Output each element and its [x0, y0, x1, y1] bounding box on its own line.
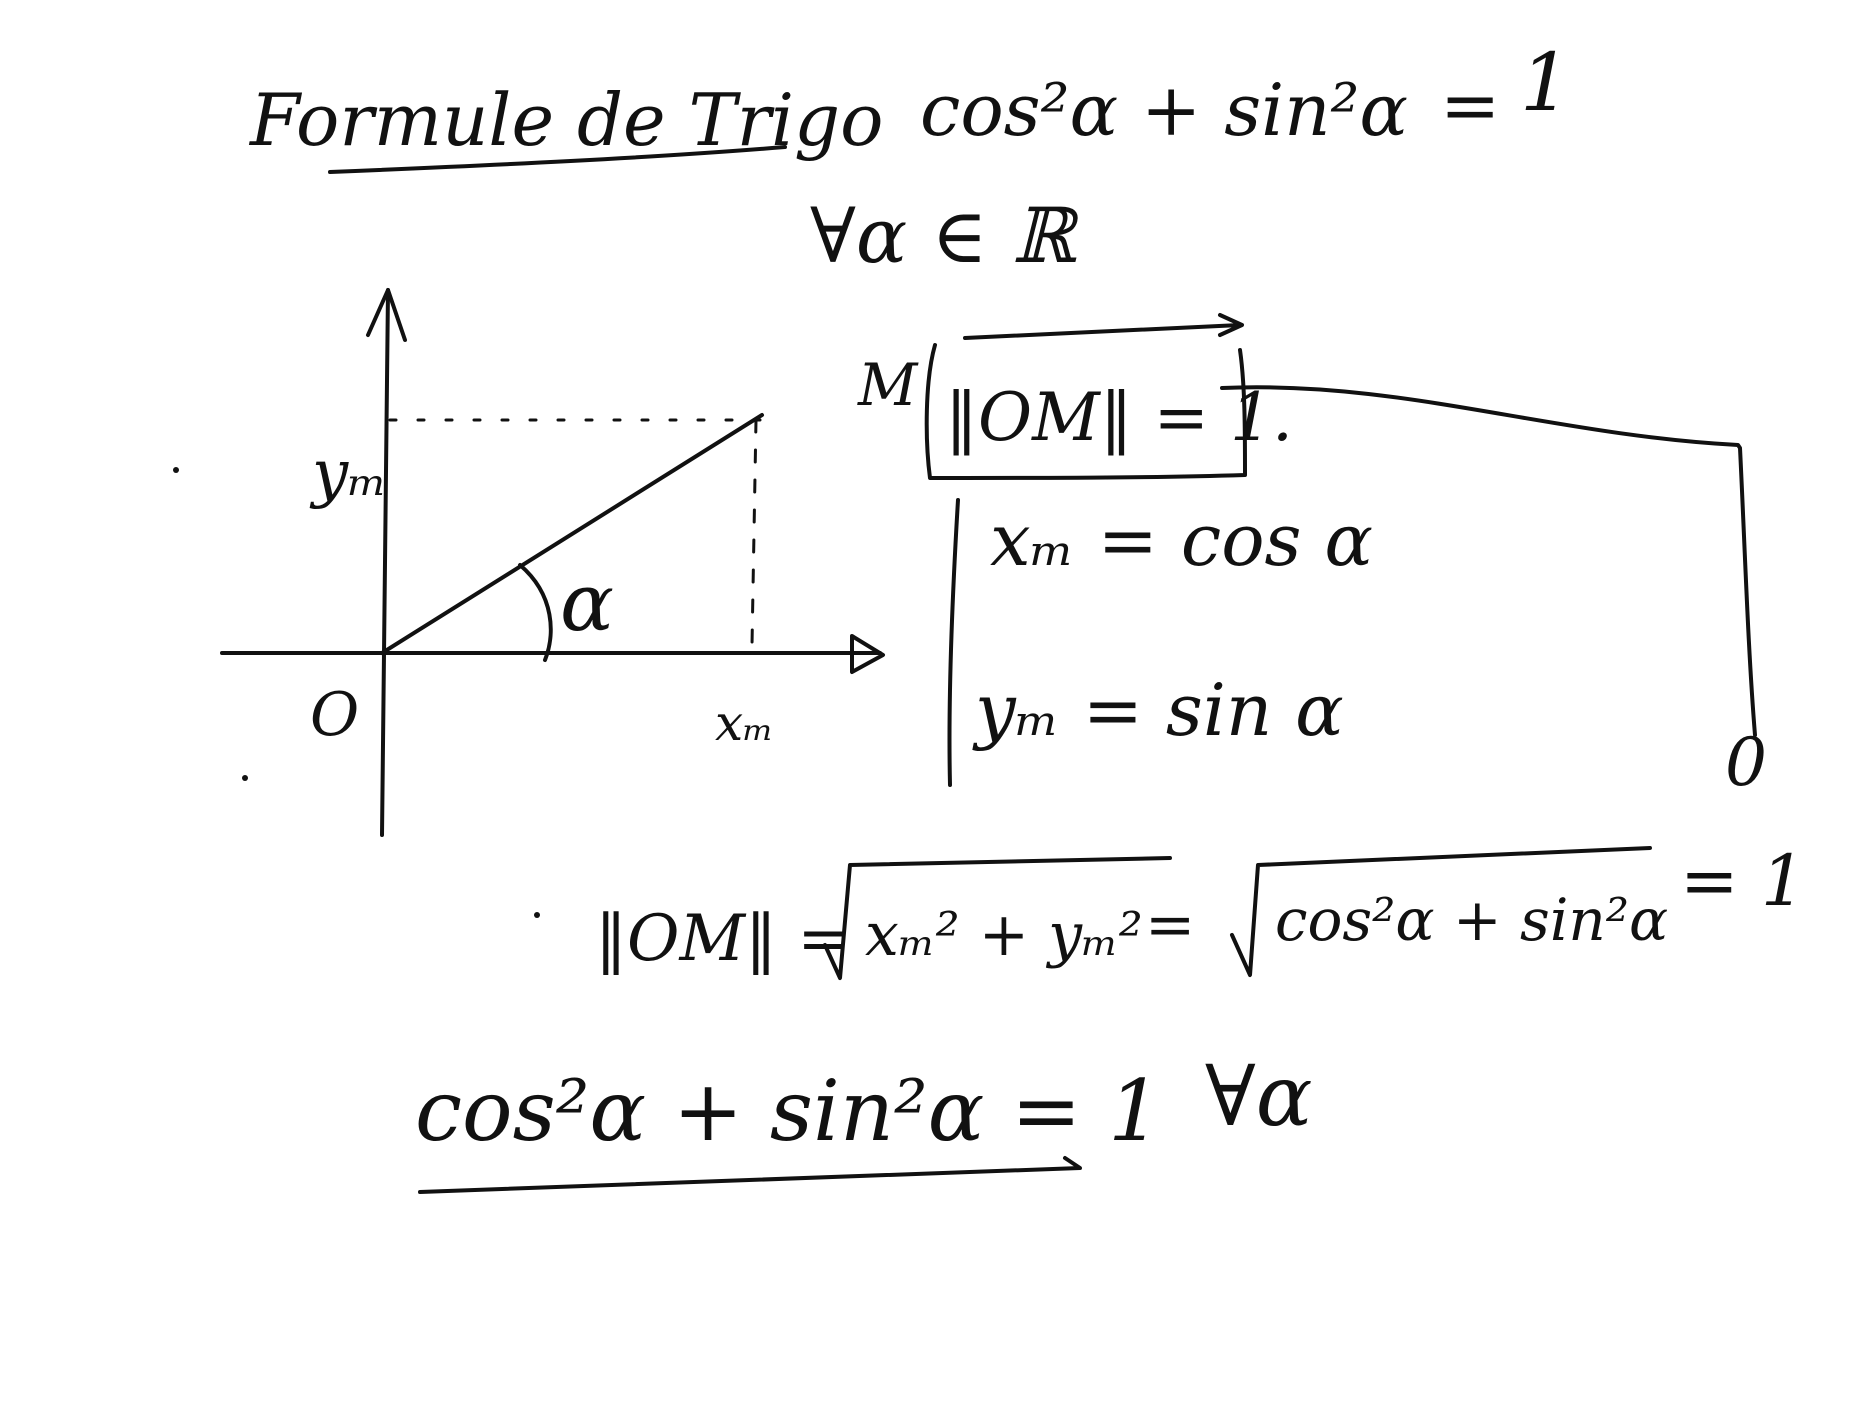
- ink-dot: [173, 467, 179, 473]
- system-bracket: [947, 498, 960, 787]
- angle-arc: [518, 563, 553, 662]
- identity-rhs: 1: [1520, 36, 1571, 129]
- angle-label: α: [560, 556, 614, 649]
- ink-dot: [242, 775, 248, 781]
- title-underline: [328, 145, 787, 174]
- norm-line-lhs: ‖OM‖ =: [595, 902, 851, 976]
- ink-dot: [534, 912, 540, 918]
- conclusion-formula: cos²α + sin²α = 1: [415, 1062, 1162, 1160]
- y-label: yₘ: [309, 437, 387, 511]
- identity-eq: =: [1440, 63, 1500, 147]
- norm-line-sqrt1: xₘ² + yₘ²: [865, 900, 1143, 970]
- conclusion-quantifier: ∀α: [1205, 1047, 1312, 1145]
- projection-vertical: [750, 418, 758, 647]
- point-label: M: [857, 351, 919, 419]
- x-label: xₘ: [715, 694, 774, 752]
- norm-line-eq2: = 1: [1680, 840, 1805, 922]
- connector-line: [1220, 385, 1757, 737]
- quantifier-real: ∀α ∈ ℝ: [810, 191, 1080, 280]
- system-x-eq: xₘ = cos α: [990, 498, 1373, 582]
- sqrt-sign-2: [1230, 846, 1652, 977]
- sqrt-sign-1: [823, 856, 1172, 980]
- norm-box-top-arrow: [963, 313, 1244, 340]
- y-axis: [380, 288, 390, 837]
- system-y-eq: yₘ = sin α: [972, 668, 1344, 752]
- vector-om: [380, 413, 764, 655]
- identity-lhs: cos²α + sin²α: [920, 68, 1408, 152]
- norm-line-sqrt2: cos²α + sin²α: [1275, 886, 1668, 954]
- x-axis-arrowhead: [850, 634, 885, 674]
- norm-box-frame: [924, 343, 1247, 480]
- zero-mark: 0: [1725, 724, 1767, 801]
- norm-box-text: ‖OM‖ = 1.: [945, 379, 1293, 456]
- title: Formule de Trigo: [248, 78, 883, 162]
- origin-label: O: [310, 680, 359, 750]
- conclusion-underline: [418, 1156, 1082, 1194]
- y-axis-arrowhead: [366, 288, 407, 342]
- norm-line-eq1: =: [1145, 890, 1195, 960]
